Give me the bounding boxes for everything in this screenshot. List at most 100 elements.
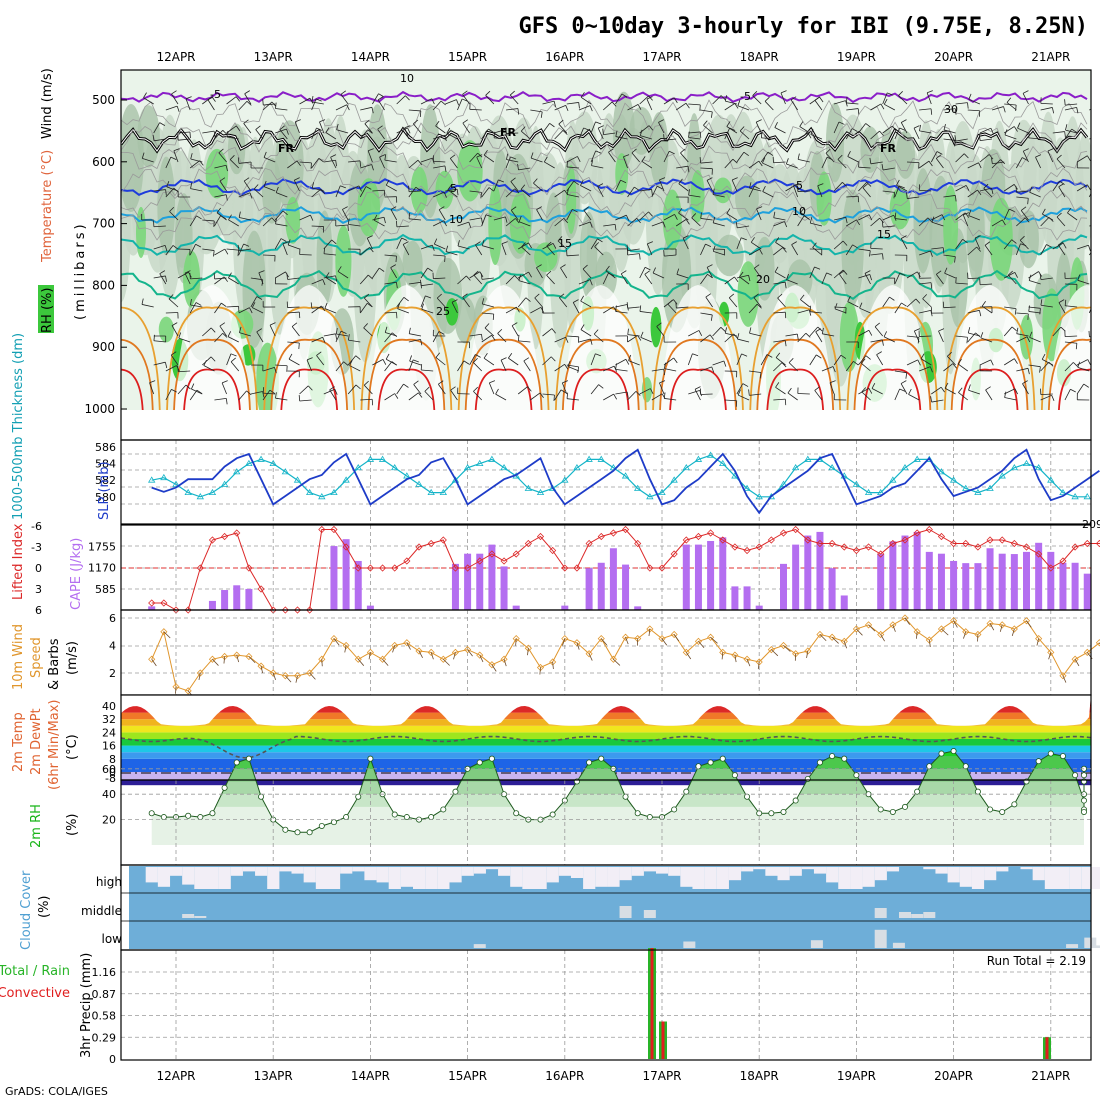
rh2m-point (440, 806, 447, 813)
wind-barb (409, 218, 422, 221)
wind-barb-flag (782, 247, 787, 253)
wind-barb-flag (742, 383, 749, 387)
rh2m-point (829, 753, 836, 760)
wind-barb (706, 180, 713, 192)
wind-barb (1065, 335, 1078, 337)
wind-barb (336, 129, 349, 134)
li-point (840, 543, 848, 551)
wind-barb (627, 334, 640, 337)
wind-barb (469, 271, 481, 279)
wind-barb (644, 274, 653, 285)
cloud-high-clear (157, 867, 171, 887)
wind-barb (420, 244, 433, 250)
wind-barb-flag (557, 236, 563, 242)
contour-35 (669, 368, 727, 410)
rh2m-point (768, 810, 775, 817)
wind-barb-flag (311, 96, 314, 103)
wind-barb-flag (774, 122, 778, 128)
wind-barb-flag (219, 322, 226, 327)
wind-barb (706, 267, 713, 279)
wind-barb-flag (566, 188, 569, 195)
rh2m-point (634, 810, 641, 817)
thickness-point (463, 463, 472, 471)
wind-barb-flag (456, 189, 459, 196)
wind-barb-flag (936, 151, 943, 155)
wind-barb (325, 277, 337, 285)
wind-barb (335, 224, 348, 227)
wind-barb-flag (408, 212, 411, 219)
wind-barb (968, 215, 981, 221)
wind-barb-flag (488, 187, 495, 192)
wind-barb (646, 243, 653, 256)
wind-barb-flag (286, 273, 288, 280)
wind-barb (682, 237, 689, 250)
rh2m-point (1072, 772, 1079, 779)
wind-barb (214, 194, 227, 198)
date-tick-label: 20APR (934, 1069, 973, 1083)
rh2m-point (889, 808, 896, 815)
wind-barb-flag (1023, 148, 1029, 152)
wind-barb-flag (1094, 91, 1099, 95)
wind-barb (822, 333, 835, 337)
wind-barb (482, 303, 494, 308)
wind-barb-flag (141, 298, 144, 305)
temp-tick-label: 32 (102, 713, 116, 726)
cloud-high-clear (230, 867, 243, 876)
wind-barb (906, 359, 919, 366)
wind-barb-flag (484, 323, 490, 329)
wind-barb (623, 156, 628, 169)
wind-barb (518, 280, 531, 285)
wind10-barb (928, 639, 931, 648)
temp-tick-label: 16 (102, 740, 116, 753)
wind-barb (372, 93, 379, 105)
wind-barb-flag (847, 296, 851, 302)
wind-barb (347, 185, 360, 192)
wind-barb-flag (424, 386, 430, 392)
wind-barb (1006, 102, 1017, 111)
wind-barb (786, 279, 798, 285)
wind-barb-flag (1062, 242, 1067, 249)
wind-barb-flag (379, 154, 386, 158)
wind-barb-flag (230, 357, 236, 363)
wind-barb (955, 102, 968, 105)
wind-barb (566, 335, 579, 338)
wind10-barb (223, 656, 225, 664)
wind-barb-flag (930, 282, 933, 289)
wind10-point (1095, 639, 1100, 647)
wind-barb-flag (566, 160, 568, 167)
wind-barb (457, 245, 470, 250)
wind10-point (451, 648, 460, 656)
wind-barb-flag (1042, 208, 1046, 215)
wind-barb (518, 340, 531, 343)
wind10-point (913, 628, 921, 636)
wind-barb (1040, 217, 1050, 227)
cloud-high-clear (315, 867, 328, 889)
cape-bar (1071, 562, 1079, 610)
wind-barb-flag (493, 131, 496, 138)
wind-barb-flag (983, 183, 989, 189)
wind-barb (859, 307, 871, 314)
wind-barb-flag (865, 123, 871, 128)
li-tick-label: 3 (35, 583, 42, 596)
wind-barb (839, 273, 847, 285)
wind-barb-flag (834, 303, 838, 309)
wind-barb (883, 336, 896, 343)
rh-band (151, 794, 1084, 807)
thickness-point (305, 488, 314, 496)
cape-bar (597, 562, 605, 610)
wind-barb (748, 160, 760, 169)
wind-barb-flag (648, 125, 654, 131)
wind-barb-flag (920, 353, 925, 359)
wind-barb-flag (409, 355, 412, 362)
wind-barb-flag (908, 388, 912, 395)
wind10-point (148, 655, 156, 663)
thickness-point (743, 484, 751, 491)
wind-barb-flag (626, 302, 629, 309)
wind-barb-flag (754, 185, 760, 190)
wind-barb-flag (938, 328, 945, 332)
li-point (682, 536, 690, 544)
rh2m-point (646, 814, 653, 821)
wind-barb-flag (615, 363, 617, 370)
wind-barb (712, 327, 722, 337)
cape-bar (148, 606, 156, 610)
